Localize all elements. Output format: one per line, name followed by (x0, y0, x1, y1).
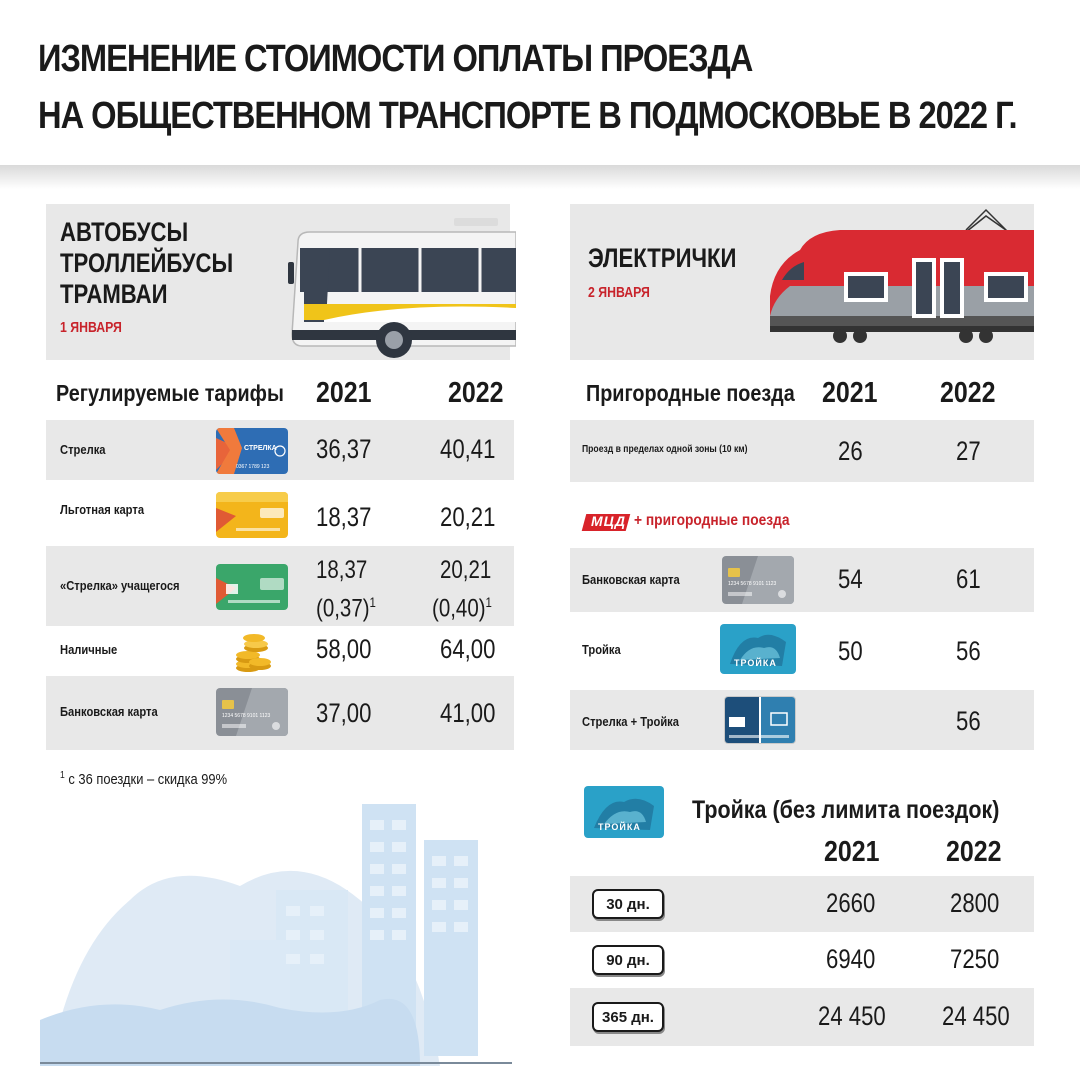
fare-2021: 54 (838, 564, 863, 594)
troika-row-365: 365 дн. 24 450 24 450 (570, 988, 1034, 1046)
period-badge: 30 дн. (592, 889, 664, 919)
fare-2021: 58,00 (316, 634, 372, 664)
bank-card-number: 1234 5678 9101 1123 (222, 713, 271, 719)
bank-card-number: 1234 5678 9101 1123 (728, 581, 777, 587)
fare-2021: 18,37 (316, 502, 372, 532)
troika-year-2021: 2021 (824, 836, 880, 868)
train-row-strelka-troika: Стрелка + Тройка 56 (570, 690, 1034, 750)
fare-2022-student: (0,40)1 (432, 588, 492, 622)
fare-label: Банковская карта (60, 704, 158, 719)
troika-unlimited-title: Тройка (без лимита поездок) (692, 796, 1000, 824)
fare-2022: 41,00 (440, 698, 496, 728)
troika-card-text: ТРОЙКА (598, 822, 641, 832)
fare-2021: 50 (838, 636, 863, 666)
fare-2021: 18,37 (316, 556, 368, 584)
bus-row-cash: Наличные 58,00 64,00 (46, 628, 514, 674)
student-card-icon (216, 564, 288, 610)
fare-2022: 20,21 (440, 556, 492, 584)
fare-2021: 36,37 (316, 434, 372, 464)
troika-card-icon: ТРОЙКА (584, 786, 664, 838)
fare-label: Проезд в пределах одной зоны (10 км) (582, 444, 748, 455)
fare-label: Наличные (60, 642, 118, 657)
period-badge: 90 дн. (592, 945, 664, 975)
period-label: 90 дн. (606, 952, 650, 969)
period-badge: 365 дн. (592, 1002, 664, 1032)
bus-row-student: «Стрелка» учащегося 18,37 (0,37)1 20,21 … (46, 546, 514, 626)
page-title-line1: ИЗМЕНЕНИЕ СТОИМОСТИ ОПЛАТЫ ПРОЕЗДА (38, 38, 753, 80)
footnote-mark: 1 (369, 594, 376, 610)
header: ИЗМЕНЕНИЕ СТОИМОСТИ ОПЛАТЫ ПРОЕЗДА НА ОБ… (0, 0, 1080, 168)
train-col-header: Пригородные поезда (586, 380, 795, 406)
strelka-troika-card-icon (724, 696, 796, 744)
fare-2022: 27 (956, 436, 981, 466)
bus-date: 1 ЯНВАРЯ (60, 319, 122, 336)
bus-title-line3: ТРАМВАИ (60, 279, 168, 309)
train-date: 2 ЯНВАРЯ (588, 284, 650, 301)
period-label: 30 дн. (606, 896, 650, 913)
fare-2021-student: (0,37)1 (316, 588, 376, 622)
fare-2022: 40,41 (440, 434, 496, 464)
mcd-badge-text: МЦД (591, 513, 626, 529)
fare-label: «Стрелка» учащегося (60, 578, 180, 593)
page-title-line2: НА ОБЩЕСТВЕННОМ ТРАНСПОРТЕ В ПОДМОСКОВЬЕ… (38, 95, 1018, 137)
bus-row-strelka: Стрелка СТРЕЛКА 0367 1789 123 36,37 40,4… (46, 420, 514, 480)
fare-2022: 20,21 (440, 502, 496, 532)
footnote: 1 с 36 поездки – скидка 99% (60, 770, 227, 788)
fare-2022: 56 (956, 706, 981, 736)
bus-row-lgotnaya: Льготная карта 18,37 20,21 (46, 482, 514, 544)
troika-card-text: ТРОЙКА (734, 658, 777, 668)
lgotnaya-card-icon (216, 492, 288, 538)
troika-card-icon: ТРОЙКА (720, 624, 796, 674)
fare-2021: 26 (838, 436, 863, 466)
fare-label: Тройка (582, 642, 621, 657)
coins-icon (236, 634, 271, 672)
strelka-card-number: 0367 1789 123 (236, 464, 270, 470)
fare-2022: 7250 (950, 944, 1000, 974)
fare-label: Льготная карта (60, 502, 145, 517)
bus-title-line2: ТРОЛЛЕЙБУСЫ (60, 248, 234, 278)
footnote-text: с 36 поездки – скидка 99% (68, 771, 228, 788)
train-row-bank: Банковская карта 1234 5678 9101 1123 54 … (570, 548, 1034, 612)
train-year-2021: 2021 (822, 377, 878, 409)
bus-title-line1: АВТОБУСЫ (60, 217, 189, 247)
fare-label: Стрелка (60, 442, 106, 457)
strelka-card-icon: СТРЕЛКА 0367 1789 123 (216, 428, 288, 474)
train-icon (770, 208, 1034, 343)
footnote-mark: 1 (485, 594, 492, 610)
mcd-text: + пригородные поезда (634, 512, 790, 529)
fare-2022: 56 (956, 636, 981, 666)
train-title: ЭЛЕКТРИЧКИ (588, 243, 737, 273)
footnote-mark: 1 (60, 770, 65, 781)
fare-2021: 6940 (826, 944, 876, 974)
train-year-2022: 2022 (940, 377, 996, 409)
bank-card-icon: 1234 5678 9101 1123 (722, 556, 794, 604)
bus-year-2022: 2022 (448, 377, 504, 409)
fare-2022: 2800 (950, 888, 1000, 918)
strelka-card-text: СТРЕЛКА (244, 445, 277, 452)
bus-icon (288, 218, 516, 358)
fare-2022: 24 450 (942, 1001, 1010, 1031)
fare-label: Стрелка + Тройка (582, 714, 680, 729)
fare-2021: 24 450 (818, 1001, 886, 1031)
fare-2022: 61 (956, 564, 981, 594)
train-row-zone: Проезд в пределах одной зоны (10 км) 26 … (570, 420, 1034, 482)
troika-year-2022: 2022 (946, 836, 1002, 868)
bus-col-header: Регулируемые тарифы (56, 380, 284, 406)
fare-2021: 2660 (826, 888, 876, 918)
troika-row-30: 30 дн. 2660 2800 (570, 876, 1034, 932)
train-row-troika: Тройка ТРОЙКА 50 56 (570, 614, 1034, 688)
fare-label: Банковская карта (582, 572, 680, 587)
fare-2022-student-value: (0,40) (432, 594, 486, 623)
city-illustration (40, 804, 512, 1066)
fare-2021-student-value: (0,37) (316, 594, 370, 623)
period-label: 365 дн. (602, 1009, 654, 1026)
header-shadow (0, 165, 1080, 189)
troika-row-90: 90 дн. 6940 7250 (570, 934, 1034, 986)
fare-2022: 64,00 (440, 634, 496, 664)
bank-card-icon: 1234 5678 9101 1123 (216, 688, 288, 736)
fare-2021: 37,00 (316, 698, 372, 728)
bus-year-2021: 2021 (316, 377, 372, 409)
bus-row-bank: Банковская карта 1234 5678 9101 1123 37,… (46, 676, 514, 750)
